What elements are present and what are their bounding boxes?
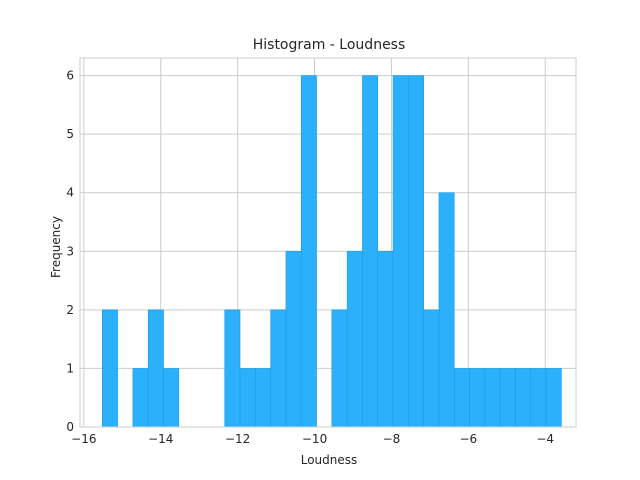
histogram-bar bbox=[163, 368, 180, 428]
plot-frame bbox=[79, 57, 577, 428]
histogram-bar bbox=[300, 75, 317, 428]
histogram-bar bbox=[423, 309, 440, 428]
histogram-bars bbox=[102, 75, 562, 428]
histogram-bar bbox=[438, 192, 455, 428]
x-tick-label: −10 bbox=[302, 432, 327, 446]
histogram-bar bbox=[239, 368, 256, 428]
x-axis-label: Loudness bbox=[301, 453, 358, 467]
y-axis-label: Frequency bbox=[49, 216, 63, 278]
x-tick-label: −8 bbox=[383, 432, 401, 446]
histogram-bar bbox=[484, 368, 501, 428]
y-tick-label: 6 bbox=[66, 69, 74, 83]
histogram-bar bbox=[362, 75, 379, 428]
x-tick-label: −16 bbox=[71, 432, 96, 446]
x-tick-label: −6 bbox=[459, 432, 477, 446]
histogram-bar bbox=[147, 309, 164, 428]
histogram-bar bbox=[270, 309, 287, 428]
y-tick-label: 1 bbox=[66, 361, 74, 375]
histogram-bar bbox=[346, 250, 363, 428]
x-axis-ticks: −16 −14 −12 −10 −8 −6 −4 bbox=[71, 432, 554, 446]
y-tick-label: 0 bbox=[66, 420, 74, 434]
y-tick-label: 4 bbox=[66, 186, 74, 200]
y-tick-label: 3 bbox=[66, 244, 74, 258]
histogram-bar bbox=[515, 368, 532, 428]
x-tick-label: −12 bbox=[225, 432, 250, 446]
histogram-bar bbox=[224, 309, 241, 428]
y-axis-ticks: 0 1 2 3 4 5 6 bbox=[66, 69, 74, 434]
histogram-bar bbox=[469, 368, 486, 428]
y-tick-label: 2 bbox=[66, 303, 74, 317]
histogram-bar bbox=[132, 368, 149, 428]
y-tick-label: 5 bbox=[66, 127, 74, 141]
histogram-bar bbox=[545, 368, 562, 428]
histogram-bar bbox=[102, 309, 118, 428]
histogram-bar bbox=[499, 368, 516, 428]
histogram-bar bbox=[392, 75, 409, 428]
histogram-bar bbox=[255, 368, 271, 428]
histogram-bar bbox=[408, 75, 424, 428]
histogram-bar bbox=[331, 309, 348, 428]
histogram-bar bbox=[285, 250, 302, 428]
histogram-bar bbox=[377, 250, 394, 428]
histogram-bar bbox=[530, 368, 547, 428]
histogram-bar bbox=[453, 368, 470, 428]
x-tick-label: −14 bbox=[148, 432, 173, 446]
chart-title: Histogram - Loudness bbox=[253, 37, 406, 53]
x-tick-label: −4 bbox=[536, 432, 554, 446]
